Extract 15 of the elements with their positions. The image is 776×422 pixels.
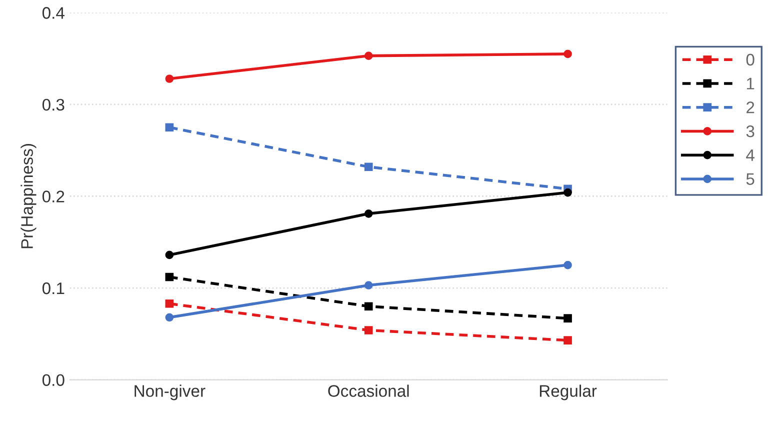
x-tick-label: Non-giver	[134, 384, 206, 400]
y-axis-title: Pr(Happiness)	[20, 144, 36, 248]
y-tick-label: 0.0	[42, 374, 64, 386]
legend-label: 2	[746, 102, 754, 114]
y-tick-label: 0.1	[42, 282, 64, 294]
legend-label: 3	[746, 125, 754, 138]
legend-label: 5	[746, 173, 754, 185]
legend-label: 1	[746, 78, 754, 90]
x-tick-label: Regular	[540, 384, 597, 400]
legend-label: 4	[746, 149, 754, 161]
y-tick-label: 0.4	[42, 7, 64, 19]
y-tick-label: 0.2	[42, 190, 64, 202]
y-tick-label: 0.3	[42, 98, 64, 111]
legend-label: 0	[746, 54, 754, 66]
x-tick-label: Occasional	[328, 384, 409, 397]
